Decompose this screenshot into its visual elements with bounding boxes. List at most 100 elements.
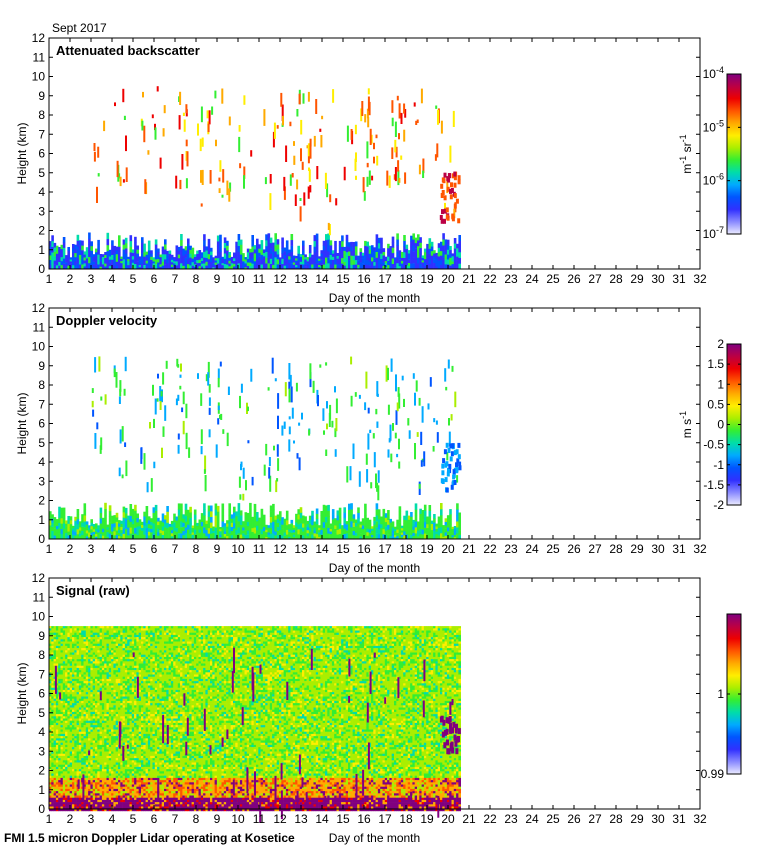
heatmap-streak: [208, 429, 211, 438]
heatmap-cell: [442, 525, 445, 528]
heatmap-cell: [55, 692, 59, 695]
heatmap-cell: [58, 795, 61, 798]
heatmap-cell: [154, 254, 158, 260]
heatmap-cell: [60, 714, 64, 717]
heatmap-cell: [72, 747, 75, 750]
heatmap-cell: [414, 521, 418, 528]
heatmap-cell: [76, 742, 80, 746]
heatmap-cell: [295, 260, 298, 263]
heatmap-cell: [85, 742, 89, 746]
heatmap-cell: [233, 255, 236, 259]
heatmap-cell: [403, 515, 406, 520]
heatmap-streak: [207, 123, 210, 133]
heatmap-cell: [65, 535, 68, 540]
heatmap-cell: [95, 804, 98, 807]
heatmap-cell: [318, 532, 321, 535]
heatmap-cell: [267, 536, 271, 540]
heatmap-cell: [400, 527, 404, 531]
heatmap-cell: [81, 716, 84, 719]
heatmap-streak: [200, 446, 203, 455]
heatmap-cell: [78, 703, 82, 706]
heatmap-cell: [456, 515, 459, 522]
heatmap-cell: [210, 258, 213, 263]
heatmap-cell: [58, 265, 61, 270]
heatmap-cell: [101, 709, 105, 713]
heatmap-cell: [53, 683, 57, 686]
heatmap-cell: [452, 469, 456, 475]
heatmap-cell: [99, 727, 103, 730]
heatmap-cell: [101, 727, 105, 730]
heatmap-cell: [49, 804, 52, 807]
heatmap-cell: [69, 795, 73, 798]
heatmap-cell: [292, 257, 296, 261]
heatmap-streak: [283, 421, 286, 429]
heatmap-cell: [366, 535, 369, 540]
heatmap-streak: [397, 160, 400, 172]
heatmap-cell: [361, 528, 365, 533]
heatmap-cell: [55, 519, 59, 523]
heatmap-cell: [69, 659, 73, 662]
heatmap-cell: [58, 771, 61, 774]
heatmap-streak: [358, 471, 361, 487]
heatmap-cell: [83, 656, 87, 660]
heatmap-cell: [81, 259, 84, 265]
heatmap-cell: [104, 263, 107, 267]
heatmap-cell: [65, 670, 68, 673]
heatmap-cell: [90, 643, 93, 647]
heatmap-cell: [292, 525, 296, 528]
heatmap-cell: [62, 755, 66, 759]
heatmap-cell: [371, 245, 374, 250]
heatmap-cell: [191, 534, 195, 537]
heatmap-cell: [81, 727, 84, 730]
heatmap-cell: [246, 265, 250, 270]
heatmap-cell: [104, 533, 107, 540]
heatmap-cell: [444, 521, 448, 526]
heatmap-cell: [410, 521, 413, 526]
heatmap-cell: [88, 641, 91, 644]
heatmap-cell: [62, 747, 66, 750]
heatmap-cell: [258, 252, 261, 257]
heatmap-cell: [253, 527, 257, 534]
heatmap-cell: [329, 249, 333, 255]
x-tick-label: 4: [109, 272, 116, 286]
heatmap-cell: [417, 527, 420, 531]
heatmap-cell: [97, 641, 100, 644]
heatmap-cell: [92, 524, 96, 527]
heatmap-cell: [99, 507, 103, 514]
heatmap-cell: [437, 520, 441, 525]
heatmap-cell: [74, 663, 77, 666]
heatmap-cell: [58, 628, 61, 631]
heatmap-cell: [51, 742, 54, 746]
heatmap-cell: [159, 526, 162, 531]
heatmap-cell: [444, 477, 448, 483]
heatmap-cell: [361, 258, 365, 262]
heatmap-streak: [242, 493, 245, 501]
heatmap-cell: [92, 672, 96, 675]
heatmap-cell: [53, 528, 57, 532]
heatmap-cell: [90, 771, 93, 774]
heatmap-cell: [69, 760, 73, 763]
heatmap-cell: [327, 521, 330, 528]
heatmap-cell: [55, 265, 59, 270]
heatmap-streak: [247, 440, 250, 444]
heatmap-streak: [291, 407, 294, 419]
heatmap-streak: [283, 176, 286, 191]
heatmap-cell: [391, 242, 395, 248]
x-tick-label: 29: [630, 272, 644, 286]
heatmap-cell: [65, 802, 68, 805]
heatmap-cell: [394, 259, 397, 262]
heatmap-streak: [412, 373, 415, 379]
heatmap-cell: [177, 521, 181, 528]
heatmap-streak: [368, 101, 371, 116]
heatmap-cell: [74, 681, 77, 684]
heatmap-cell: [53, 709, 57, 713]
heatmap-cell: [55, 738, 59, 741]
heatmap-cell: [65, 259, 68, 263]
heatmap-cell: [76, 740, 80, 743]
heatmap-cell: [325, 245, 328, 252]
heatmap-cell: [67, 740, 70, 743]
heatmap-streak: [94, 433, 97, 449]
heatmap-cell: [69, 788, 73, 792]
heatmap-cell: [104, 257, 107, 261]
heatmap-cell: [88, 793, 91, 796]
